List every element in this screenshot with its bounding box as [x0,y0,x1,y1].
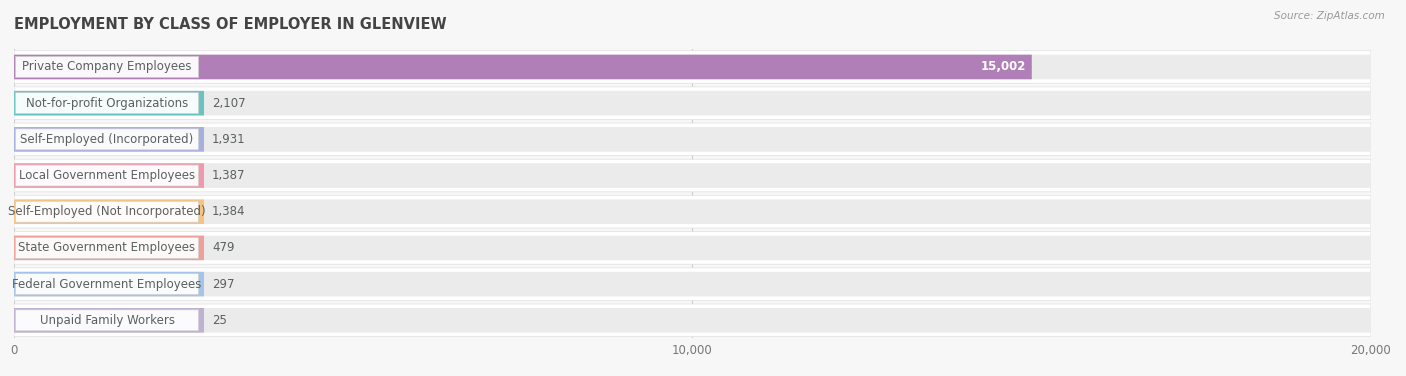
FancyBboxPatch shape [15,201,198,222]
FancyBboxPatch shape [14,272,204,296]
Text: Local Government Employees: Local Government Employees [18,169,195,182]
FancyBboxPatch shape [14,268,1371,300]
Text: 15,002: 15,002 [981,61,1026,73]
Text: Private Company Employees: Private Company Employees [22,61,191,73]
FancyBboxPatch shape [14,308,1371,333]
FancyBboxPatch shape [14,236,1371,260]
FancyBboxPatch shape [14,304,1371,337]
FancyBboxPatch shape [14,159,1371,192]
FancyBboxPatch shape [14,55,1032,79]
FancyBboxPatch shape [15,274,198,295]
FancyBboxPatch shape [14,236,204,260]
Text: Unpaid Family Workers: Unpaid Family Workers [39,314,174,327]
FancyBboxPatch shape [14,199,1371,224]
Text: 1,931: 1,931 [212,133,246,146]
FancyBboxPatch shape [14,51,1371,83]
FancyBboxPatch shape [14,163,1371,188]
FancyBboxPatch shape [14,91,204,115]
Text: Federal Government Employees: Federal Government Employees [13,277,201,291]
FancyBboxPatch shape [15,310,198,331]
Text: 1,387: 1,387 [212,169,246,182]
FancyBboxPatch shape [15,237,198,258]
FancyBboxPatch shape [15,92,198,114]
Text: State Government Employees: State Government Employees [18,241,195,255]
FancyBboxPatch shape [14,127,204,152]
FancyBboxPatch shape [14,87,1371,120]
FancyBboxPatch shape [14,272,1371,296]
FancyBboxPatch shape [14,196,1371,228]
Text: Not-for-profit Organizations: Not-for-profit Organizations [25,97,188,110]
Text: 25: 25 [212,314,226,327]
Text: 1,384: 1,384 [212,205,246,218]
FancyBboxPatch shape [14,55,1371,79]
FancyBboxPatch shape [15,129,198,150]
Text: EMPLOYMENT BY CLASS OF EMPLOYER IN GLENVIEW: EMPLOYMENT BY CLASS OF EMPLOYER IN GLENV… [14,17,447,32]
FancyBboxPatch shape [14,199,204,224]
Text: 297: 297 [212,277,235,291]
FancyBboxPatch shape [14,232,1371,264]
FancyBboxPatch shape [15,165,198,186]
FancyBboxPatch shape [14,308,204,333]
FancyBboxPatch shape [14,123,1371,156]
FancyBboxPatch shape [15,56,198,77]
Text: Self-Employed (Not Incorporated): Self-Employed (Not Incorporated) [8,205,205,218]
FancyBboxPatch shape [14,163,204,188]
Text: 479: 479 [212,241,235,255]
Text: 2,107: 2,107 [212,97,246,110]
Text: Source: ZipAtlas.com: Source: ZipAtlas.com [1274,11,1385,21]
FancyBboxPatch shape [14,91,1371,115]
FancyBboxPatch shape [14,127,1371,152]
Text: Self-Employed (Incorporated): Self-Employed (Incorporated) [20,133,194,146]
